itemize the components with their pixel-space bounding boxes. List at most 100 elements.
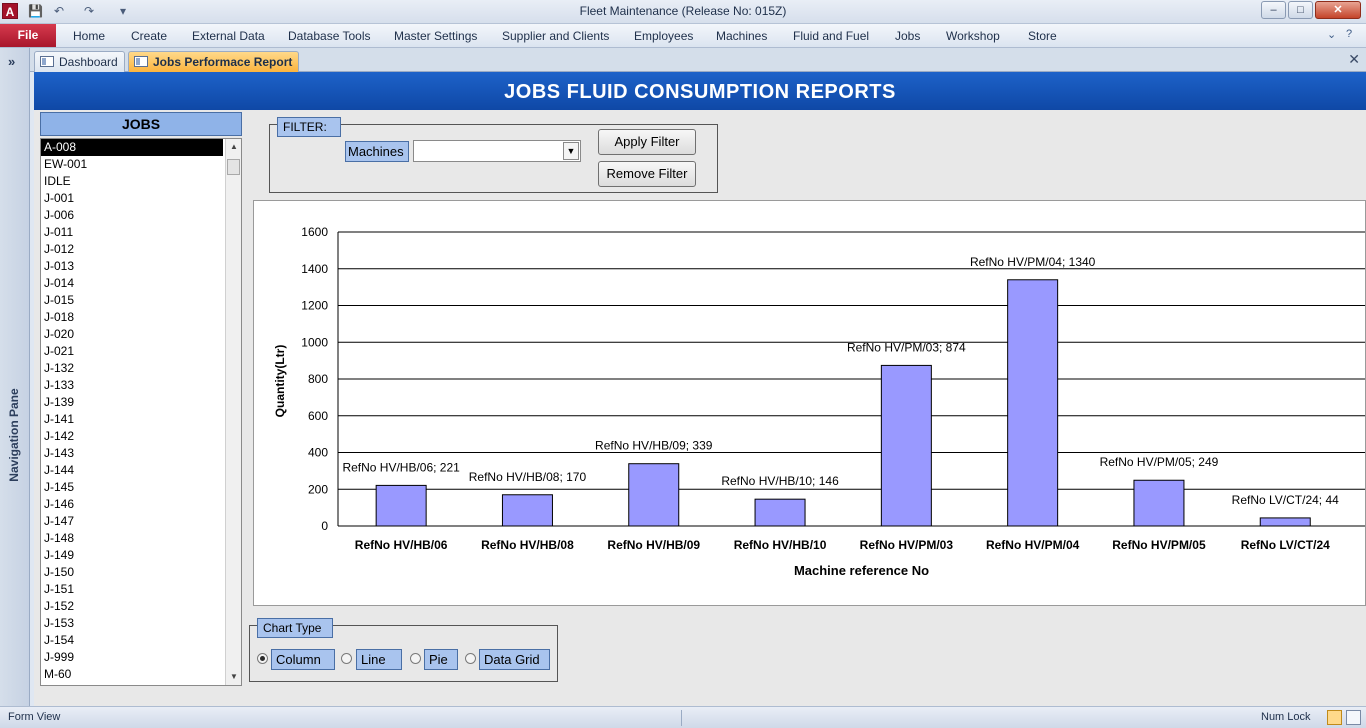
navigation-pane-toggle[interactable]: » (8, 54, 16, 69)
job-list-item[interactable]: J-151 (44, 582, 75, 596)
redo-icon[interactable]: ↷ (83, 4, 95, 18)
bar-data-label: RefNo HV/HB/06; 221 (342, 460, 460, 474)
y-tick-label: 400 (308, 446, 328, 460)
x-tick-label: RefNo HV/HB/09 (607, 538, 700, 552)
minimize-button[interactable]: – (1261, 1, 1286, 19)
job-list-item[interactable]: J-150 (44, 565, 75, 579)
job-list-item[interactable]: J-148 (44, 531, 75, 545)
job-list-item[interactable]: J-014 (44, 276, 75, 290)
tab-workshop[interactable]: Workshop (946, 29, 1000, 43)
job-list-item[interactable]: J-015 (44, 293, 75, 307)
form-view-icon[interactable] (1327, 710, 1342, 725)
job-list-item[interactable]: J-143 (44, 446, 75, 460)
radio-label-data-grid[interactable]: Data Grid (479, 649, 550, 670)
tab-master-settings[interactable]: Master Settings (394, 29, 478, 43)
job-list-item[interactable]: J-146 (44, 497, 75, 511)
form-icon (40, 56, 54, 67)
ribbon-tabs: File Home Create External Data Database … (0, 24, 1366, 48)
job-list-item[interactable]: J-144 (44, 463, 75, 477)
close-document-icon[interactable]: ✕ (1348, 51, 1360, 67)
job-list-item[interactable]: J-152 (44, 599, 75, 613)
x-tick-label: RefNo HV/HB/10 (734, 538, 827, 552)
x-tick-label: RefNo HV/PM/03 (860, 538, 954, 552)
job-list-item[interactable]: M-60 (44, 667, 72, 681)
form-icon (134, 56, 148, 67)
x-tick-label: RefNo HV/HB/08 (481, 538, 574, 552)
job-list-item[interactable]: J-139 (44, 395, 75, 409)
filter-label: FILTER: (277, 117, 341, 137)
tab-jobs[interactable]: Jobs (895, 29, 921, 43)
radio-label-line[interactable]: Line (356, 649, 402, 670)
job-list-item[interactable]: J-999 (44, 650, 75, 664)
job-list-item[interactable]: J-018 (44, 310, 75, 324)
radio-label-column[interactable]: Column (271, 649, 335, 670)
doc-tab-dashboard[interactable]: Dashboard (34, 51, 125, 72)
tab-fluid-and-fuel[interactable]: Fluid and Fuel (793, 29, 870, 43)
chevron-down-icon[interactable]: ▼ (563, 142, 579, 160)
scroll-down-icon[interactable]: ▼ (230, 672, 238, 681)
job-list-item[interactable]: J-142 (44, 429, 75, 443)
chart-bar (375, 484, 427, 527)
job-list-item[interactable]: J-011 (44, 225, 74, 239)
job-list-item[interactable]: J-141 (44, 412, 75, 426)
customize-toolbar-icon[interactable]: ▾ (119, 4, 127, 18)
remove-filter-button[interactable]: Remove Filter (598, 161, 696, 187)
chart-bar (880, 364, 932, 527)
job-list-item[interactable]: EW-001 (44, 157, 88, 171)
job-list-item[interactable]: J-147 (44, 514, 75, 528)
jobs-listbox[interactable]: A-008 EW-001 IDLE J-001 J-006 J-011 J-012 J-013… (40, 138, 242, 686)
navigation-pane[interactable]: » Navigation Pane (0, 48, 30, 706)
scroll-thumb[interactable] (227, 159, 240, 175)
job-list-item[interactable]: J-133 (44, 378, 75, 392)
radio-label-pie[interactable]: Pie (424, 649, 458, 670)
bar-data-label: RefNo HV/PM/03; 874 (847, 340, 966, 354)
report-title: JOBS FLUID CONSUMPTION REPORTS (504, 81, 896, 103)
job-list-item[interactable]: A-008 (41, 139, 223, 156)
job-list-item[interactable]: J-006 (44, 208, 75, 222)
job-list-item[interactable]: J-001 (44, 191, 75, 205)
close-button[interactable]: ✕ (1315, 1, 1361, 19)
job-list-item[interactable]: J-021 (44, 344, 75, 358)
job-list-item[interactable]: J-020 (44, 327, 75, 341)
doc-tab-jobs-performace-report[interactable]: Jobs Performace Report (128, 51, 300, 72)
radio-column[interactable] (257, 653, 268, 664)
undo-icon[interactable]: ↶ (53, 4, 65, 18)
job-list-item[interactable]: J-145 (44, 480, 75, 494)
tab-store[interactable]: Store (1028, 29, 1057, 43)
tab-home[interactable]: Home (73, 29, 106, 43)
radio-line[interactable] (341, 653, 352, 664)
machines-combobox[interactable]: ▼ (413, 140, 581, 162)
tab-create[interactable]: Create (131, 29, 168, 43)
radio-data-grid[interactable] (465, 653, 476, 664)
tab-supplier-and-clients[interactable]: Supplier and Clients (502, 29, 610, 43)
job-list-item[interactable]: IDLE (44, 174, 71, 188)
y-axis-title: Quantity(Ltr) (273, 345, 287, 418)
jobs-list-header: JOBS (40, 112, 242, 136)
status-bar: Form View Num Lock (0, 706, 1366, 728)
x-tick-label: RefNo LV/CT/24 (1241, 538, 1330, 552)
ribbon-minimize-icon[interactable]: ⌄ (1327, 29, 1337, 41)
job-list-item[interactable]: J-013 (44, 259, 75, 273)
apply-filter-button[interactable]: Apply Filter (598, 129, 696, 155)
scroll-up-icon[interactable]: ▲ (230, 142, 238, 151)
radio-pie[interactable] (410, 653, 421, 664)
tab-employees[interactable]: Employees (634, 29, 694, 43)
design-view-icon[interactable] (1346, 710, 1361, 725)
tab-machines[interactable]: Machines (716, 29, 768, 43)
job-list-item[interactable]: J-132 (44, 361, 75, 375)
file-tab[interactable]: File (0, 24, 56, 47)
y-tick-label: 1200 (301, 299, 328, 313)
job-list-item[interactable]: J-012 (44, 242, 75, 256)
tab-external-data[interactable]: External Data (192, 29, 265, 43)
tab-database-tools[interactable]: Database Tools (288, 29, 371, 43)
job-list-item[interactable]: J-154 (44, 633, 75, 647)
job-list-item[interactable]: J-149 (44, 548, 75, 562)
access-app-icon[interactable]: A (2, 3, 18, 19)
save-icon[interactable]: 💾 (28, 4, 43, 18)
y-tick-label: 200 (308, 482, 328, 496)
navigation-pane-label[interactable]: Navigation Pane (7, 388, 21, 482)
jobs-list-scrollbar[interactable]: ▲ ▼ (225, 139, 241, 685)
maximize-button[interactable]: □ (1288, 1, 1313, 19)
job-list-item[interactable]: J-153 (44, 616, 75, 630)
help-icon[interactable]: ? (1346, 28, 1353, 40)
